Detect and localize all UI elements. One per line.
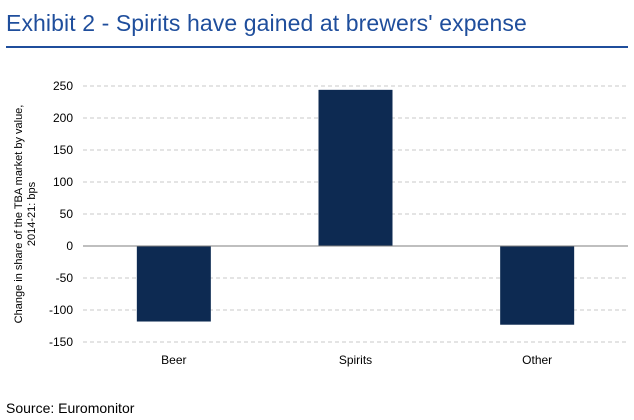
bar-other — [500, 246, 575, 325]
title-underline — [6, 46, 628, 48]
y-tick-label: 100 — [53, 175, 73, 189]
bar-spirits — [318, 89, 393, 246]
bar-chart: 250 200 150 100 50 0 -50 -100 -150 Beer Spirits Ot… — [13, 79, 628, 367]
y-axis-ticks: 250 200 150 100 50 0 -50 -100 -150 — [49, 79, 73, 349]
y-tick-label: -100 — [49, 303, 73, 317]
x-tick-label: Other — [522, 353, 552, 367]
y-axis-label: Change in share of the TBA market by val… — [13, 105, 38, 324]
y-tick-label: 50 — [60, 207, 74, 221]
x-tick-label: Beer — [161, 353, 186, 367]
y-tick-label: 150 — [53, 143, 73, 157]
source-note: Source: Euromonitor — [6, 400, 135, 416]
bar-beer — [136, 246, 211, 322]
y-tick-label: -150 — [49, 335, 73, 349]
x-tick-label: Spirits — [339, 353, 372, 367]
page-title: Exhibit 2 - Spirits have gained at brewe… — [6, 10, 527, 36]
x-axis-labels: Beer Spirits Other — [161, 353, 552, 367]
chart-bars — [136, 89, 575, 325]
y-tick-label: 250 — [53, 79, 73, 93]
y-tick-label: 0 — [66, 239, 73, 253]
y-tick-label: 200 — [53, 111, 73, 125]
y-tick-label: -50 — [56, 271, 74, 285]
